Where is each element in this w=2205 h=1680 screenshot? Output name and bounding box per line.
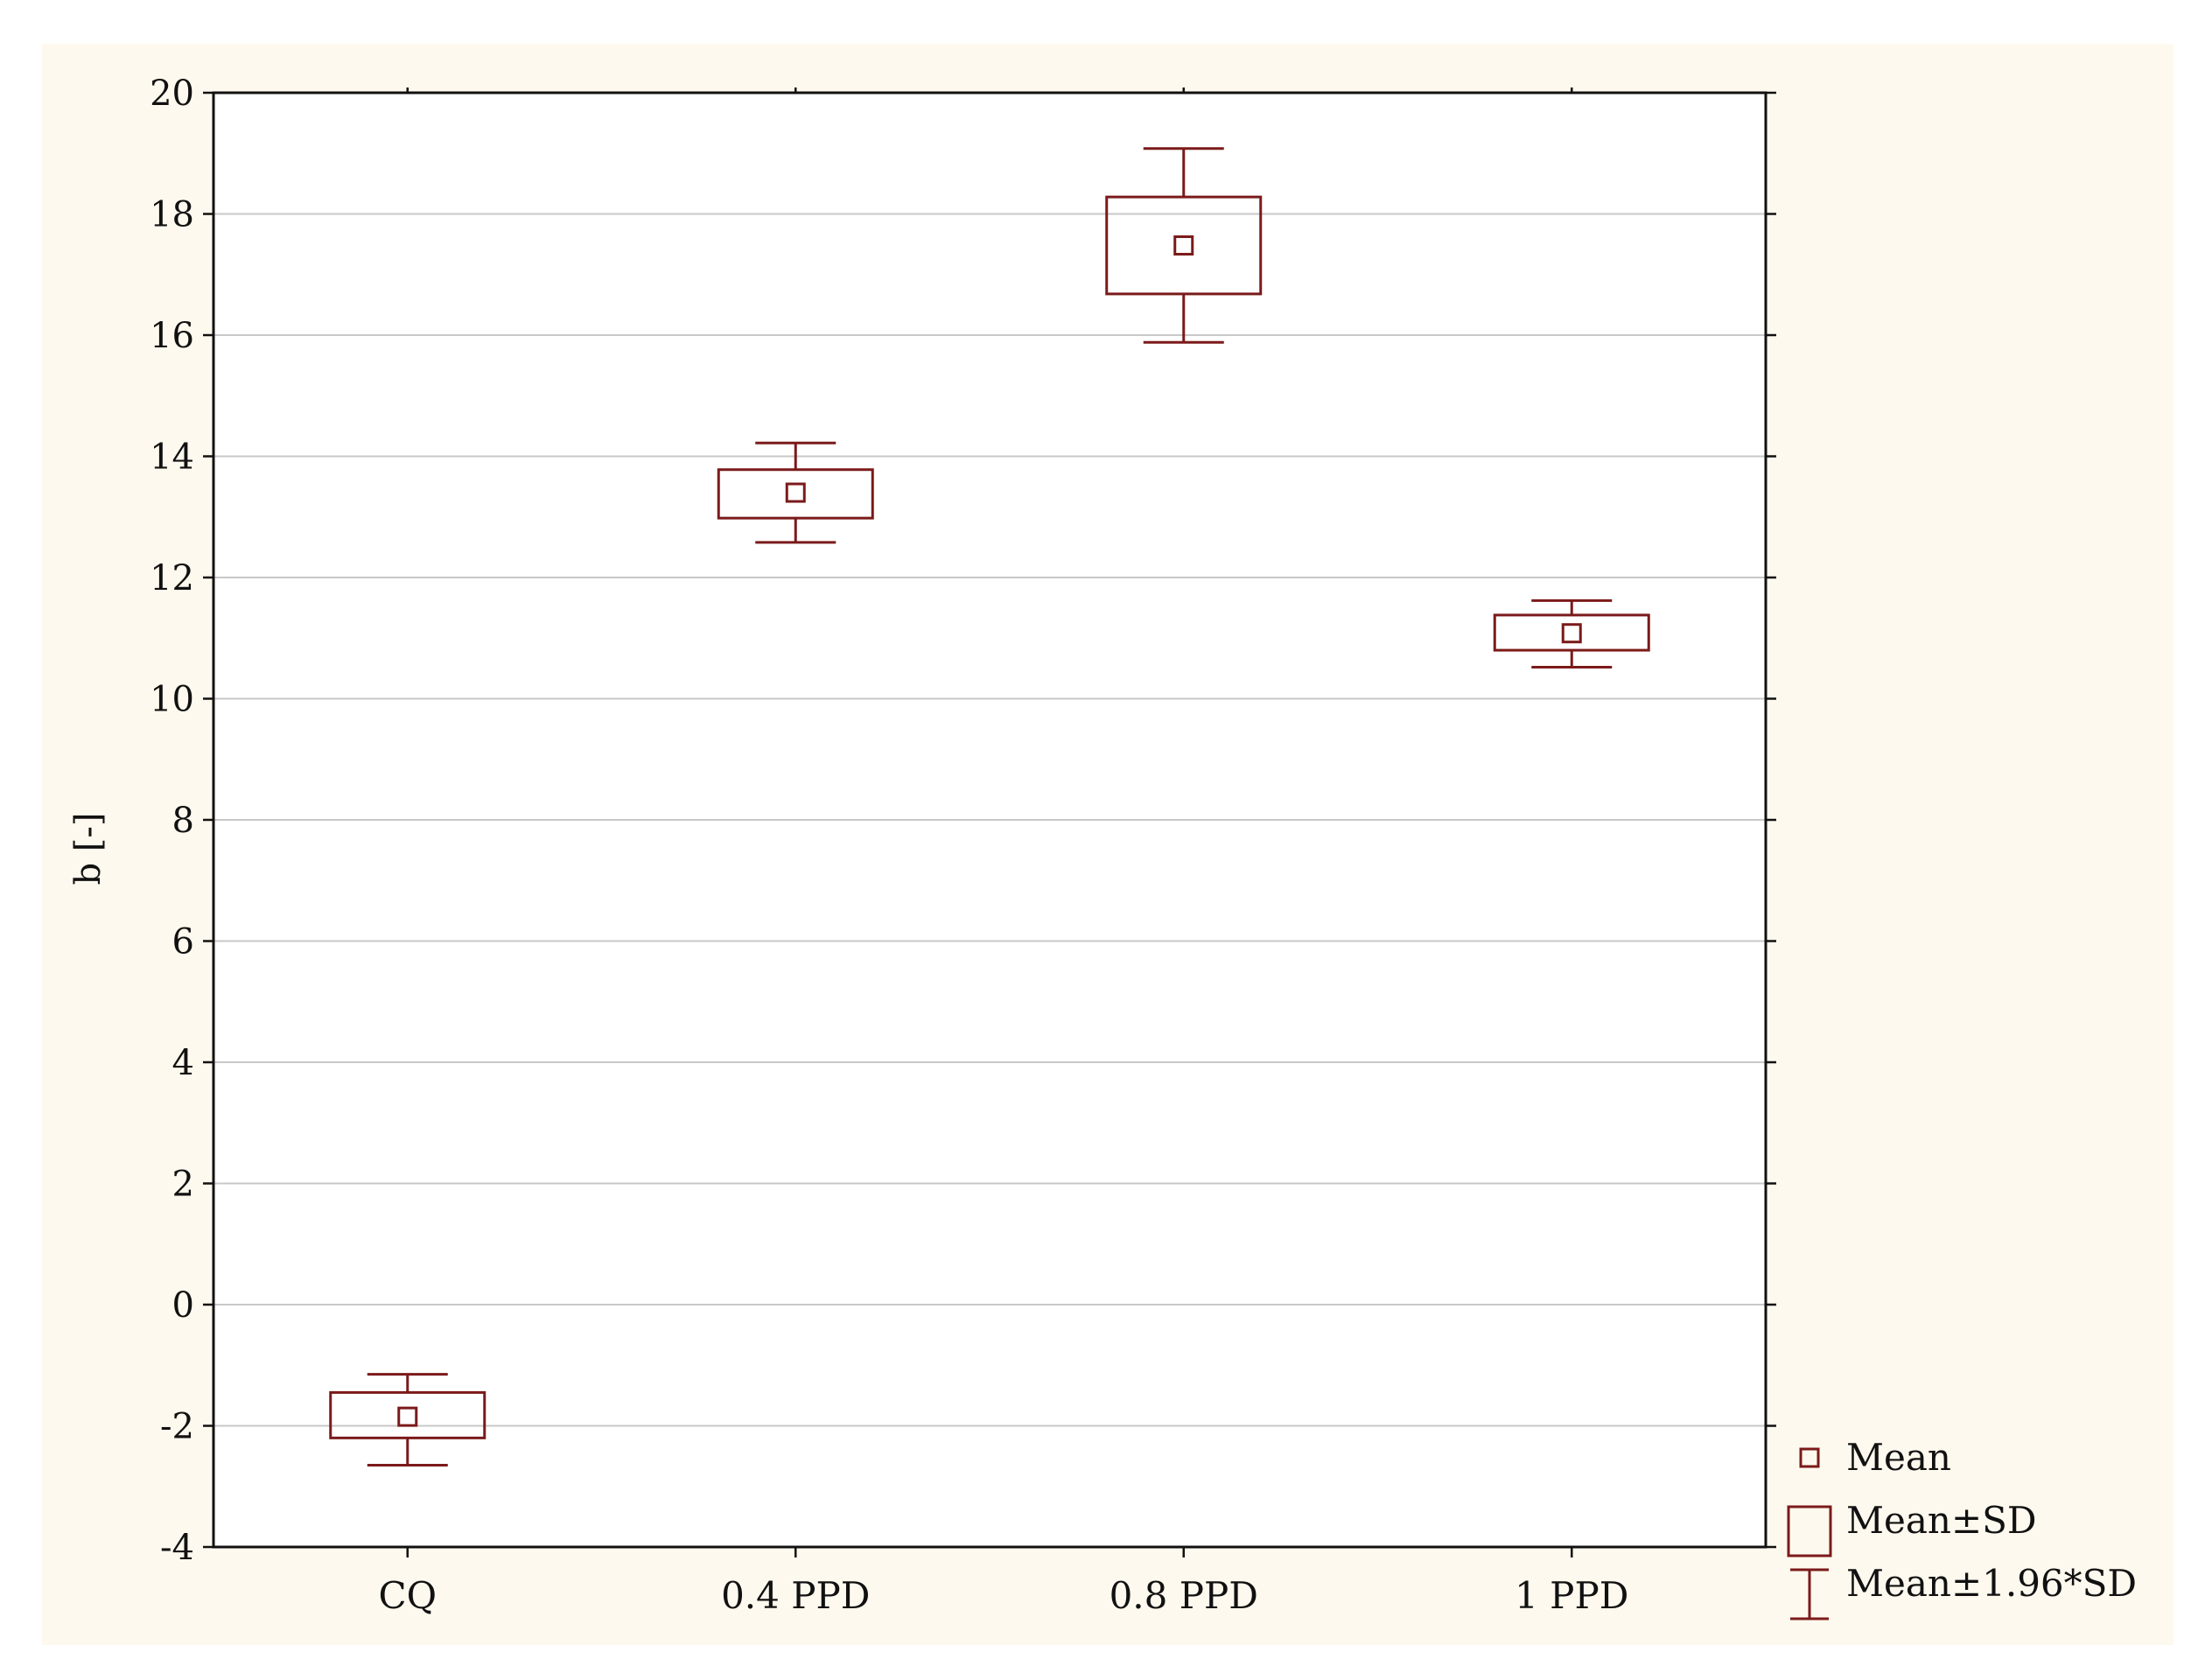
y-tick-label: 18	[150, 195, 194, 235]
y-tick-label: -4	[160, 1528, 194, 1568]
mean-marker	[1561, 623, 1582, 644]
x-tick-label: CQ	[378, 1574, 437, 1617]
sd-box	[1105, 195, 1263, 296]
sd-box	[1493, 613, 1650, 652]
y-tick-label: 6	[172, 922, 194, 962]
box-1-ppd	[1493, 598, 1650, 668]
y-tick-label: -2	[160, 1407, 194, 1447]
x-tick-label: 1 PPD	[1515, 1574, 1628, 1617]
x-tick-label: 0.8 PPD	[1110, 1574, 1258, 1617]
box-plot-chart: -4 -2 0 2 4 6 8 10 12 14 16 18 20 CQ 0.4 PPD 0.8 PPD 1 P…	[68, 74, 2137, 1620]
y-tick-label: 4	[172, 1043, 194, 1083]
y-axis-label: b [-]	[68, 812, 108, 885]
legend-sd-icon	[1787, 1505, 1832, 1558]
legend-mean-label: Mean	[1846, 1436, 1951, 1479]
sd-box	[329, 1390, 486, 1439]
mean-marker	[1173, 235, 1194, 256]
box-cq	[329, 1373, 486, 1467]
plot-area	[329, 147, 1650, 1467]
y-tick-label: 8	[172, 801, 194, 841]
sd-box	[717, 468, 874, 520]
y-tick-label: 20	[150, 74, 194, 114]
legend-mean-icon	[1799, 1447, 1820, 1468]
box-0-4-ppd	[717, 441, 874, 544]
grid-lines	[214, 93, 1766, 1547]
legend: Mean Mean±SD Mean±1.96*SD	[1787, 1436, 2137, 1620]
chart-area: -4 -2 0 2 4 6 8 10 12 14 16 18 20 CQ 0.4 PPD 0.8 PPD 1 P…	[42, 44, 2174, 1645]
x-tick-label: 0.4 PPD	[721, 1574, 870, 1617]
axes: -4 -2 0 2 4 6 8 10 12 14 16 18 20 CQ 0.4 PPD 0.8 PPD 1 P…	[150, 74, 1776, 1617]
mean-marker	[785, 482, 806, 503]
y-tick-label: 16	[150, 316, 194, 356]
mean-marker	[397, 1406, 418, 1427]
plot-frame	[212, 91, 1768, 1549]
y-tick-label: 12	[150, 558, 194, 598]
y-tick-label: 0	[172, 1285, 194, 1326]
legend-sd-label: Mean±SD	[1846, 1499, 2037, 1542]
legend-ci-label: Mean±1.96*SD	[1846, 1562, 2137, 1605]
y-tick-label: 10	[150, 680, 194, 720]
box-0-8-ppd	[1105, 147, 1263, 344]
y-tick-label: 14	[150, 438, 194, 478]
y-tick-label: 2	[172, 1165, 194, 1205]
